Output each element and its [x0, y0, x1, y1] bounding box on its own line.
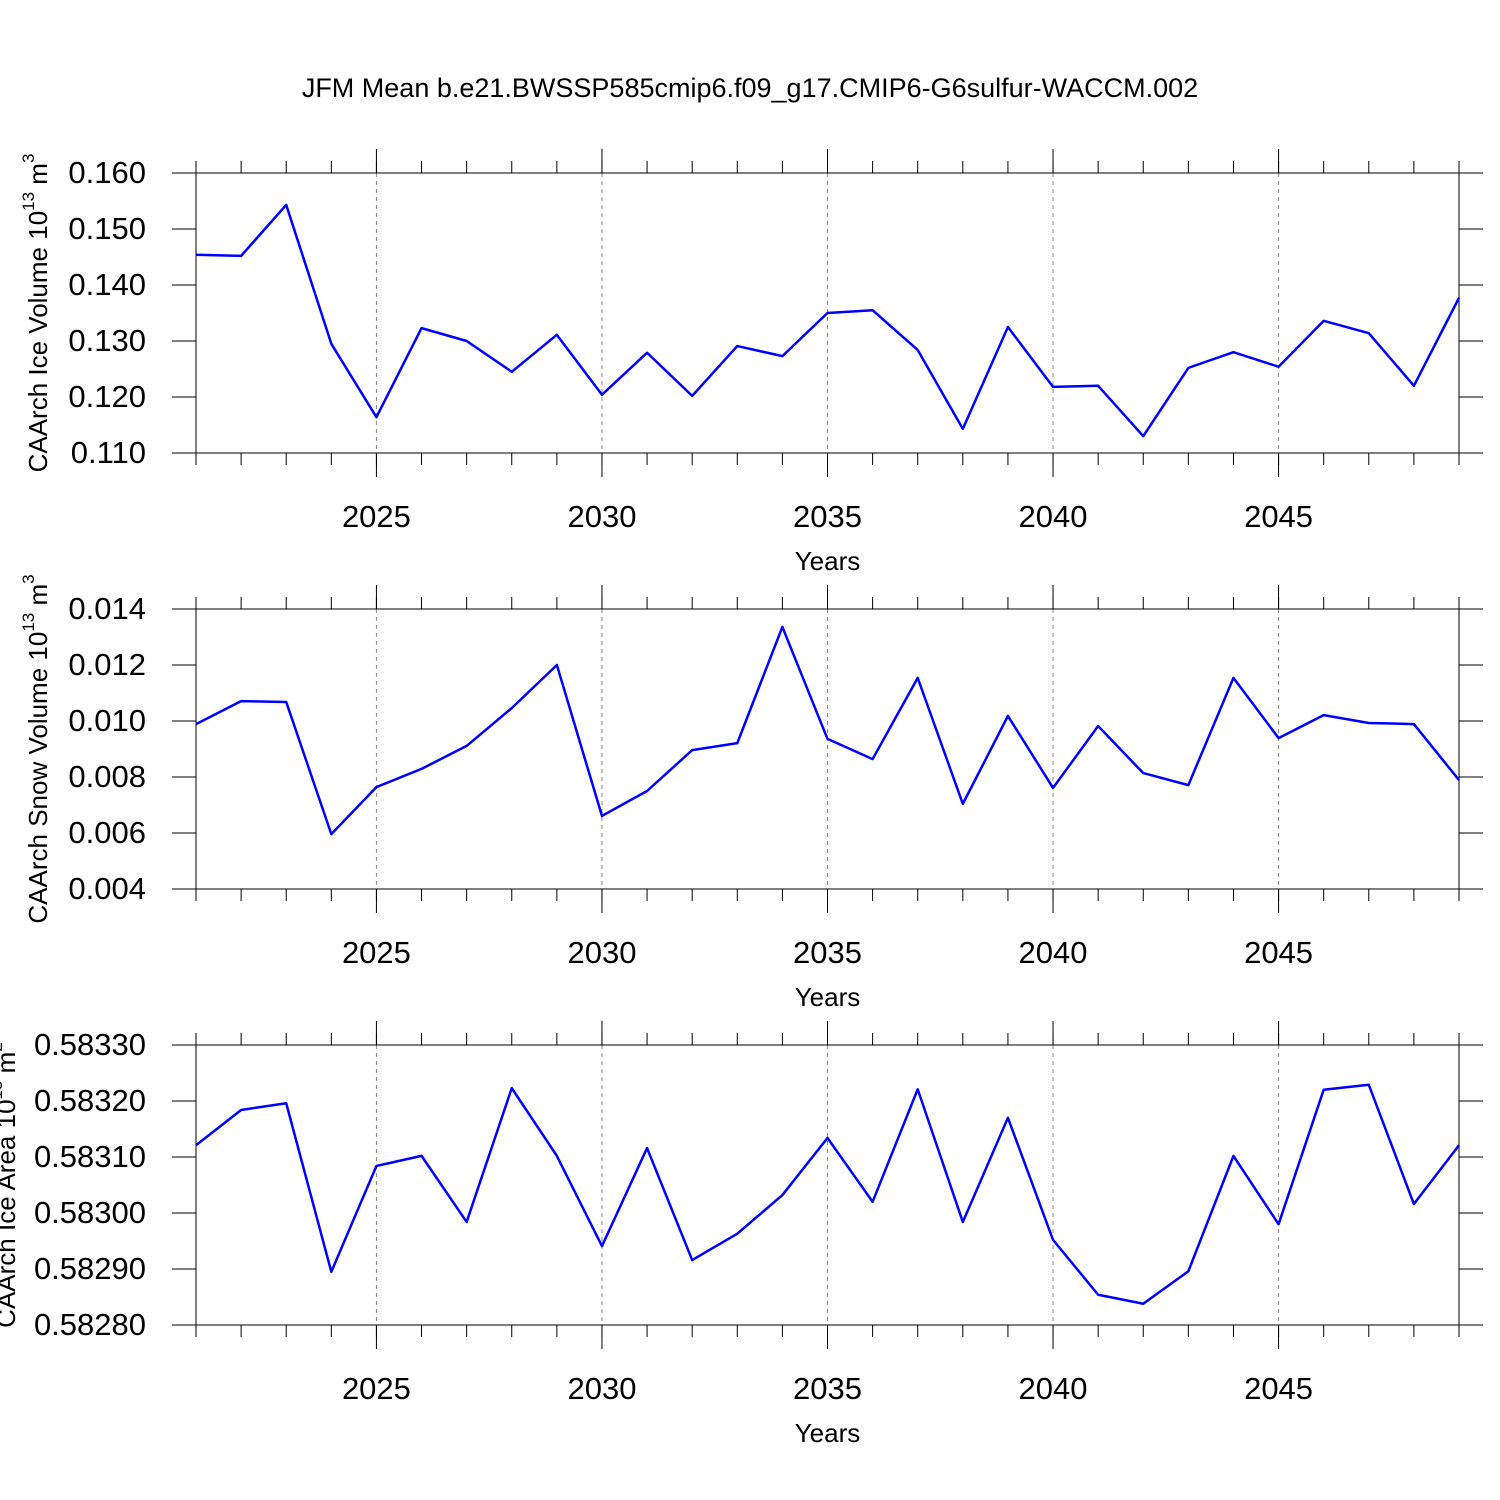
x-tick-label: 2045	[1244, 1371, 1313, 1406]
y-axis-label: CAArch Ice Volume 1013 m3	[19, 154, 53, 473]
x-tick-label: 2040	[1019, 935, 1088, 970]
y-tick-label: 0.010	[68, 703, 146, 738]
y-axis-label-part: 3	[19, 154, 38, 163]
chart-title: JFM Mean b.e21.BWSSP585cmip6.f09_g17.CMI…	[302, 73, 1198, 103]
y-axis-label: CAArch Snow Volume 1013 m3	[19, 574, 53, 923]
y-axis-label: CAArch Ice Area 1013 m2	[0, 1042, 21, 1328]
y-tick-label: 0.006	[68, 815, 146, 850]
x-tick-label: 2030	[567, 499, 636, 534]
data-line	[195, 625, 1460, 836]
x-tick-label: 2045	[1244, 935, 1313, 970]
x-tick-label: 2040	[1019, 1371, 1088, 1406]
y-axis-label-part: 13	[0, 1081, 6, 1100]
x-tick-label: 2040	[1019, 499, 1088, 534]
y-axis-label-part: m	[23, 584, 53, 613]
y-tick-label: 0.110	[71, 435, 146, 470]
x-tick-label: 2030	[567, 1371, 636, 1406]
x-axis-label: Years	[795, 982, 861, 1012]
plot-frame	[195, 1044, 1460, 1326]
y-axis-label-part: 13	[19, 192, 38, 211]
y-tick-label: 0.58330	[34, 1027, 146, 1062]
y-axis-label-part: m	[0, 1052, 21, 1081]
data-line	[195, 1083, 1460, 1305]
y-tick-label: 0.004	[68, 871, 146, 906]
y-tick-label: 0.140	[68, 267, 146, 302]
y-tick-label: 0.008	[68, 759, 146, 794]
data-line	[195, 203, 1461, 438]
y-tick-label: 0.120	[68, 379, 146, 414]
y-tick-label: 0.58280	[34, 1307, 146, 1342]
y-axis-label-part: CAArch Ice Area 10	[0, 1099, 21, 1327]
x-tick-label: 2025	[342, 1371, 411, 1406]
x-tick-label: 2035	[793, 935, 862, 970]
y-tick-label: 0.58320	[34, 1083, 146, 1118]
y-axis-label-part: CAArch Snow Volume 10	[23, 632, 53, 924]
y-tick-label: 0.130	[68, 323, 146, 358]
x-tick-label: 2035	[793, 499, 862, 534]
y-tick-label: 0.58310	[34, 1139, 146, 1174]
plot-frame	[195, 608, 1460, 890]
y-axis-label-part: 2	[0, 1042, 6, 1051]
y-tick-label: 0.014	[68, 591, 146, 626]
x-axis-label: Years	[795, 1418, 861, 1448]
y-axis-label-part: 13	[19, 613, 38, 632]
y-axis-label-part: 3	[19, 574, 38, 583]
y-tick-label: 0.150	[68, 211, 146, 246]
x-tick-label: 2045	[1244, 499, 1313, 534]
y-axis-label-part: CAArch Ice Volume 10	[23, 211, 53, 473]
x-tick-label: 2025	[342, 935, 411, 970]
y-tick-label: 0.012	[68, 647, 146, 682]
y-tick-label: 0.160	[68, 155, 146, 190]
y-tick-label: 0.58290	[34, 1251, 146, 1286]
x-tick-label: 2025	[342, 499, 411, 534]
x-tick-label: 2030	[567, 935, 636, 970]
y-axis-label-part: m	[23, 163, 53, 192]
y-tick-label: 0.58300	[34, 1195, 146, 1230]
plot-frame	[195, 172, 1460, 454]
x-axis-label: Years	[795, 546, 861, 576]
x-tick-label: 2035	[793, 1371, 862, 1406]
